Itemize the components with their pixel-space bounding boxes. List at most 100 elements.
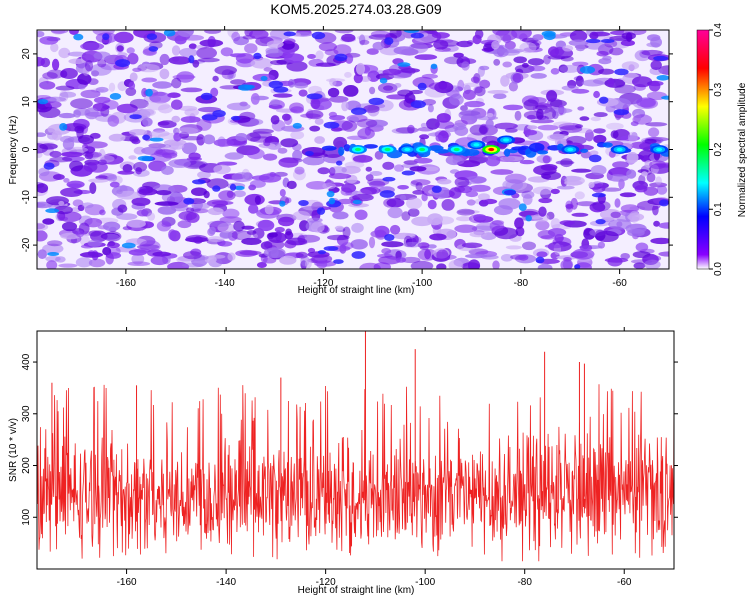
noise-blob bbox=[181, 262, 204, 268]
noise-blob bbox=[519, 42, 537, 54]
noise-blob bbox=[196, 134, 205, 146]
noise-blob bbox=[154, 201, 179, 206]
noise-blob bbox=[428, 82, 451, 91]
noise-blob bbox=[61, 151, 83, 158]
noise-blob bbox=[329, 115, 346, 121]
x-tick-label: -80 bbox=[517, 577, 532, 588]
noise-blob bbox=[427, 199, 437, 210]
noise-blob bbox=[224, 152, 244, 160]
noise-blob bbox=[294, 82, 308, 89]
snr-x-ticks: -160 -140 -120 -100 -80 -60 bbox=[117, 327, 632, 588]
noise-blob bbox=[244, 193, 265, 206]
noise-blob bbox=[464, 100, 485, 108]
colorbar-tick-label: 0.4 bbox=[713, 23, 724, 37]
noise-blob bbox=[244, 43, 258, 54]
noise-blob bbox=[393, 164, 405, 172]
snr-y-ticks: 100 200 300 400 bbox=[21, 353, 678, 526]
signal-feature-core bbox=[616, 147, 623, 152]
spectrogram-x-ticks: -160 -140 -120 -100 -80 -60 bbox=[116, 26, 627, 289]
noise-blob bbox=[469, 124, 488, 136]
noise-blob bbox=[202, 134, 216, 145]
signal-band-blob bbox=[363, 144, 378, 149]
colorbar-tick-label: 0.0 bbox=[713, 262, 724, 276]
noise-blob bbox=[344, 161, 365, 169]
noise-blob bbox=[538, 206, 547, 217]
noise-blob bbox=[457, 79, 465, 91]
noise-blob bbox=[226, 102, 251, 111]
noise-speckle bbox=[613, 109, 629, 116]
noise-blob bbox=[393, 46, 416, 55]
noise-blob bbox=[626, 152, 639, 164]
noise-blob bbox=[58, 47, 71, 59]
noise-blob bbox=[171, 115, 181, 123]
noise-blob bbox=[404, 92, 416, 104]
noise-blob bbox=[419, 134, 430, 140]
noise-blob bbox=[460, 105, 468, 112]
noise-blob bbox=[80, 89, 101, 99]
noise-blob bbox=[649, 80, 661, 92]
noise-blob bbox=[355, 62, 366, 75]
noise-blob bbox=[354, 209, 368, 220]
noise-blob bbox=[116, 45, 124, 52]
noise-blob bbox=[62, 138, 75, 151]
noise-blob bbox=[139, 108, 156, 117]
noise-blob bbox=[535, 220, 550, 231]
noise-blob bbox=[196, 118, 212, 131]
snr-x-axis-title: Height of straight line (km) bbox=[298, 585, 415, 596]
noise-speckle bbox=[244, 84, 255, 89]
noise-blob bbox=[570, 197, 578, 210]
noise-blob bbox=[632, 114, 652, 125]
noise-blob bbox=[68, 58, 85, 65]
noise-blob bbox=[454, 177, 470, 188]
noise-blob bbox=[620, 253, 630, 260]
noise-blob bbox=[502, 34, 512, 44]
noise-blob bbox=[589, 31, 599, 40]
noise-blob bbox=[103, 221, 121, 232]
colorbar-tick-label: 0.1 bbox=[713, 202, 724, 216]
noise-blob bbox=[39, 36, 59, 45]
noise-blob bbox=[136, 63, 160, 73]
noise-blob bbox=[502, 179, 524, 191]
noise-blob bbox=[513, 56, 527, 64]
noise-blob bbox=[50, 42, 59, 53]
noise-blob bbox=[37, 230, 48, 242]
noise-blob bbox=[222, 208, 240, 219]
noise-blob bbox=[305, 110, 324, 120]
noise-blob bbox=[596, 50, 609, 57]
noise-blob bbox=[652, 204, 659, 216]
noise-blob bbox=[491, 40, 500, 50]
noise-blob bbox=[492, 30, 510, 36]
noise-blob bbox=[406, 197, 423, 210]
noise-blob bbox=[576, 201, 597, 207]
noise-blob bbox=[126, 219, 146, 228]
noise-blob bbox=[257, 219, 275, 232]
noise-blob bbox=[382, 161, 395, 170]
y-tick-label: 100 bbox=[21, 508, 32, 525]
noise-blob bbox=[290, 130, 305, 140]
noise-speckle bbox=[504, 189, 517, 196]
noise-speckle bbox=[333, 259, 344, 264]
noise-blob bbox=[329, 78, 337, 87]
noise-blob bbox=[106, 242, 120, 249]
noise-blob bbox=[511, 30, 532, 39]
noise-blob bbox=[126, 47, 135, 54]
noise-blob bbox=[641, 49, 663, 56]
noise-blob bbox=[139, 240, 161, 253]
noise-blob bbox=[532, 186, 555, 195]
noise-blob bbox=[490, 169, 514, 175]
noise-speckle bbox=[163, 30, 176, 37]
noise-blob bbox=[203, 190, 210, 199]
noise-blob bbox=[505, 245, 522, 250]
noise-blob bbox=[410, 260, 434, 269]
noise-blob bbox=[231, 172, 254, 183]
noise-speckle bbox=[431, 185, 442, 193]
noise-blob bbox=[352, 155, 373, 163]
noise-blob bbox=[132, 67, 142, 72]
noise-blob bbox=[593, 128, 606, 134]
noise-blob bbox=[456, 208, 475, 216]
noise-blob bbox=[359, 39, 370, 45]
noise-blob bbox=[38, 167, 50, 177]
noise-blob bbox=[273, 93, 293, 98]
noise-blob bbox=[550, 188, 560, 195]
noise-blob bbox=[278, 157, 299, 168]
